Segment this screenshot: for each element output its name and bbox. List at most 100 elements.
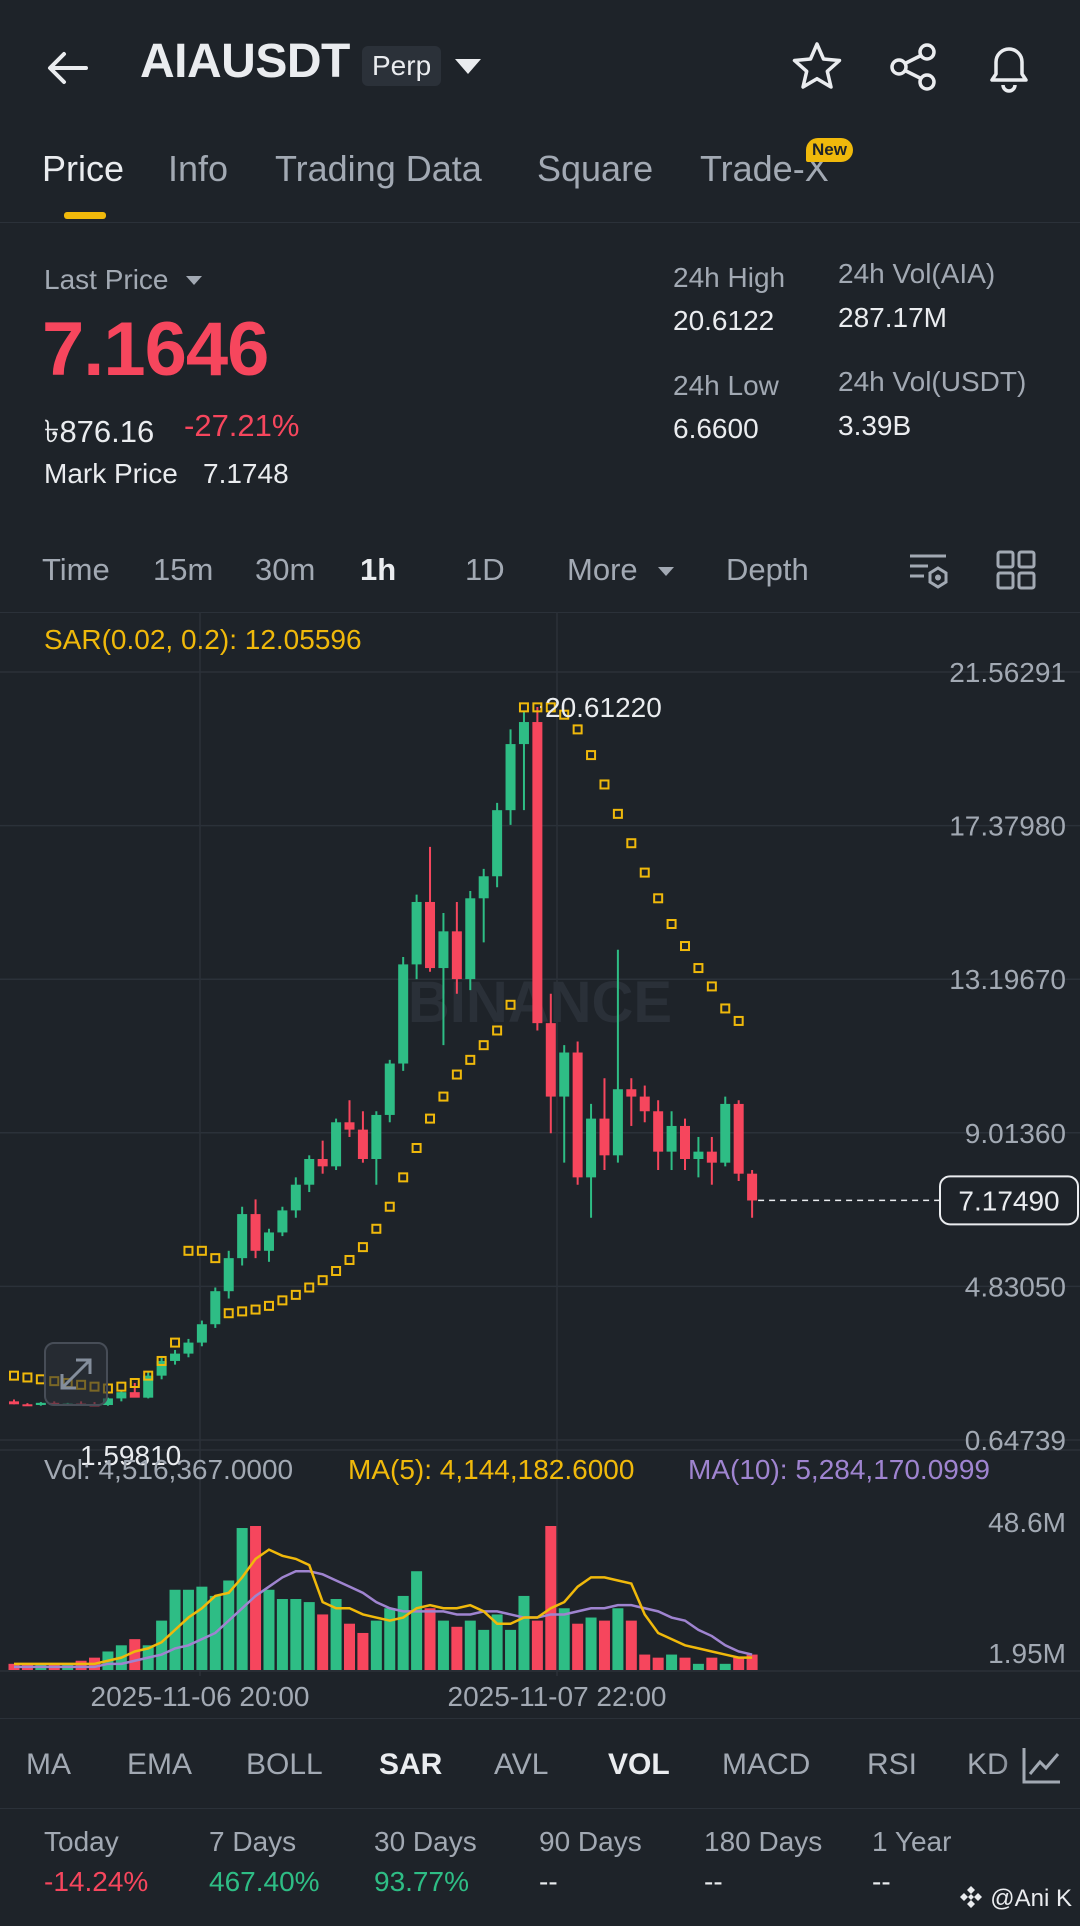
candle-body xyxy=(237,1214,248,1259)
more-dropdown[interactable] xyxy=(656,562,676,582)
symbol-title[interactable]: AIAUSDT xyxy=(140,35,350,88)
candle-body xyxy=(639,1096,650,1112)
sar-dot xyxy=(411,1142,422,1153)
sar-dot xyxy=(720,1003,731,1014)
sar-dot xyxy=(545,702,556,713)
indicator-boll[interactable]: BOLL xyxy=(246,1748,323,1781)
volume-bar xyxy=(719,1663,731,1670)
candle-body xyxy=(666,1125,677,1152)
last-price-dropdown[interactable] xyxy=(184,270,204,290)
sar-dot xyxy=(559,709,570,720)
interval-30m[interactable]: 30m xyxy=(255,552,316,587)
volume-bar xyxy=(505,1629,517,1670)
candle-body xyxy=(35,1402,46,1406)
indicator-settings-button[interactable] xyxy=(1018,1742,1064,1788)
interval-1d[interactable]: 1D xyxy=(465,552,505,587)
volume-bar xyxy=(384,1608,396,1670)
candle-body xyxy=(170,1353,181,1361)
performance-label: 90 Days xyxy=(539,1826,642,1857)
layout-grid-button[interactable] xyxy=(994,548,1038,592)
credit-text: @Ani K xyxy=(990,1885,1072,1912)
star-icon xyxy=(792,42,842,89)
sar-dot xyxy=(465,1054,476,1065)
sar-dot xyxy=(116,1381,127,1392)
chart-settings-icon xyxy=(910,554,948,589)
symbol-dropdown[interactable] xyxy=(452,50,484,82)
indicator-sar[interactable]: SAR xyxy=(379,1748,443,1781)
sar-dot xyxy=(384,1201,395,1212)
expand-icon xyxy=(60,1358,92,1390)
price-axis-label: 21.56291 xyxy=(949,657,1066,688)
candle-body xyxy=(438,931,449,969)
high-annotation-label: 20.61220 xyxy=(545,692,662,723)
volume-bar xyxy=(572,1623,584,1670)
sar-indicator-label: SAR(0.02, 0.2): 12.05596 xyxy=(44,624,362,655)
low-24h-value: 6.6600 xyxy=(673,413,759,444)
volume-bar xyxy=(236,1528,248,1670)
performance-value: -- xyxy=(539,1866,558,1897)
interval-more[interactable]: More xyxy=(567,552,638,587)
tab-square[interactable]: Square xyxy=(537,148,654,189)
candle-body xyxy=(492,810,503,877)
candle-body xyxy=(371,1114,382,1160)
candle-body xyxy=(586,1118,597,1178)
interval-time[interactable]: Time xyxy=(42,552,110,587)
tab-price[interactable]: Price xyxy=(42,148,125,189)
volume-bar xyxy=(196,1586,208,1670)
vol-base-value: 287.17M xyxy=(838,302,947,333)
performance-value: 93.77% xyxy=(374,1866,469,1897)
back-button[interactable] xyxy=(40,40,96,96)
sar-dot xyxy=(331,1265,342,1276)
tab-info[interactable]: Info xyxy=(168,148,229,189)
line-chart-icon xyxy=(1022,1748,1060,1784)
volume-bar xyxy=(491,1614,503,1670)
volume-bar xyxy=(598,1620,610,1670)
candle-body xyxy=(653,1111,664,1152)
volume-bar xyxy=(679,1657,691,1670)
volume-bar xyxy=(666,1654,678,1670)
last-price-selector[interactable]: Last Price xyxy=(44,264,169,295)
indicator-ma[interactable]: MA xyxy=(26,1748,71,1781)
candle-body xyxy=(572,1052,583,1178)
chart-settings-button[interactable] xyxy=(906,548,950,592)
volume-bar xyxy=(370,1620,382,1670)
volume-bar xyxy=(75,1660,87,1670)
indicator-ema[interactable]: EMA xyxy=(127,1748,193,1781)
price-axis-label: 9.01360 xyxy=(965,1118,1066,1149)
candle-body xyxy=(344,1122,355,1130)
low-24h-label: 24h Low xyxy=(673,370,779,401)
sar-dot xyxy=(290,1289,301,1300)
sar-dot xyxy=(263,1300,274,1311)
volume-bar xyxy=(478,1629,490,1670)
favorite-button[interactable] xyxy=(788,38,846,96)
high-24h-label: 24h High xyxy=(673,262,786,293)
volume-bar xyxy=(585,1617,597,1670)
indicator-macd[interactable]: MACD xyxy=(722,1748,811,1781)
candle-body xyxy=(747,1173,758,1201)
candle-body xyxy=(465,898,476,980)
sar-dot xyxy=(22,1372,33,1383)
interval-15m[interactable]: 15m xyxy=(153,552,214,587)
volume-bar xyxy=(276,1599,288,1670)
sar-dot xyxy=(478,1040,489,1051)
chevron-down-icon xyxy=(455,59,481,74)
candle-body xyxy=(411,901,422,965)
candle-body xyxy=(398,964,409,1064)
price-chart[interactable]: BINANCE21.5629117.3798013.196709.013604.… xyxy=(0,610,1080,1720)
sar-dot xyxy=(357,1242,368,1253)
interval-1h[interactable]: 1h xyxy=(360,552,397,587)
volume-ma5-line xyxy=(14,1548,753,1666)
indicator-rsi[interactable]: RSI xyxy=(867,1748,918,1781)
indicator-vol[interactable]: VOL xyxy=(608,1748,670,1781)
performance-value: -14.24% xyxy=(44,1866,149,1897)
interval-depth[interactable]: Depth xyxy=(726,552,809,587)
sar-dot xyxy=(505,999,516,1010)
performance-label: 1 Year xyxy=(872,1826,952,1857)
alert-button[interactable] xyxy=(980,38,1038,96)
indicator-avl[interactable]: AVL xyxy=(494,1748,549,1781)
tab-trading-data[interactable]: Trading Data xyxy=(275,148,482,189)
fullscreen-button[interactable] xyxy=(44,1342,108,1406)
volume-bar xyxy=(263,1589,275,1670)
share-button[interactable] xyxy=(884,38,942,96)
current-price-tag-label: 7.17490 xyxy=(958,1185,1059,1216)
